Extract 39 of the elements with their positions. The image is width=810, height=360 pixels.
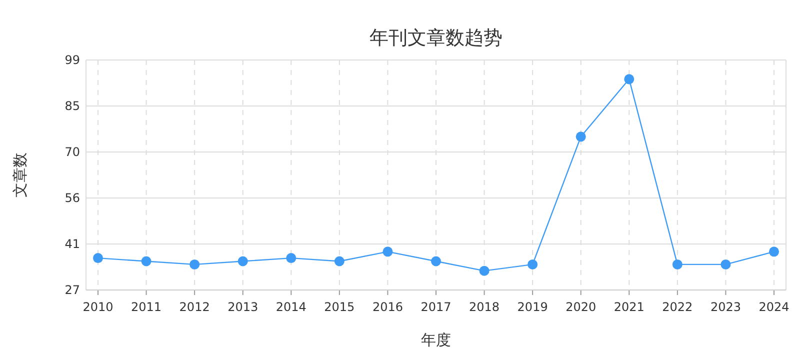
point <box>93 253 103 264</box>
point <box>141 256 152 266</box>
x-tick-label: 2010 <box>82 300 114 314</box>
x-tick-label: 2023 <box>710 300 741 314</box>
x-tick-label: 2018 <box>469 300 500 314</box>
x-tick-label: 2021 <box>614 300 644 314</box>
point <box>624 74 634 84</box>
y-tick-label: 99 <box>64 53 80 67</box>
y-tick-label: 56 <box>64 191 80 205</box>
x-tick-label: 2017 <box>420 300 452 314</box>
point <box>382 246 393 257</box>
x-tick-label: 2016 <box>372 300 403 314</box>
x-axis-title: 年度 <box>421 331 451 349</box>
y-tick-label: 70 <box>64 145 80 159</box>
x-tick-label: 2013 <box>228 300 258 314</box>
x-tick-label: 2024 <box>758 300 790 314</box>
point <box>769 246 779 257</box>
point <box>576 132 586 142</box>
point <box>479 266 490 276</box>
x-tick-label: 2012 <box>179 300 210 314</box>
y-tick-label: 27 <box>64 283 80 297</box>
point <box>528 259 538 270</box>
point <box>190 259 200 270</box>
x-tick-label: 2014 <box>276 300 306 314</box>
x-tick-label: 2011 <box>131 300 162 314</box>
x-tick-label: 2022 <box>662 300 693 314</box>
point <box>238 256 248 266</box>
x-tick-label: 2020 <box>566 300 596 314</box>
point <box>431 256 441 266</box>
point <box>672 259 682 270</box>
y-tick-label: 85 <box>64 99 80 113</box>
point <box>286 253 296 264</box>
y-tick-label: 41 <box>64 237 80 251</box>
x-tick-label: 2015 <box>324 300 355 314</box>
point <box>334 256 344 266</box>
chart-title: 年刊文章数趋势 <box>370 27 502 49</box>
y-axis-title: 文章数 <box>11 152 29 198</box>
point <box>720 259 731 270</box>
x-tick-label: 2019 <box>517 300 548 314</box>
